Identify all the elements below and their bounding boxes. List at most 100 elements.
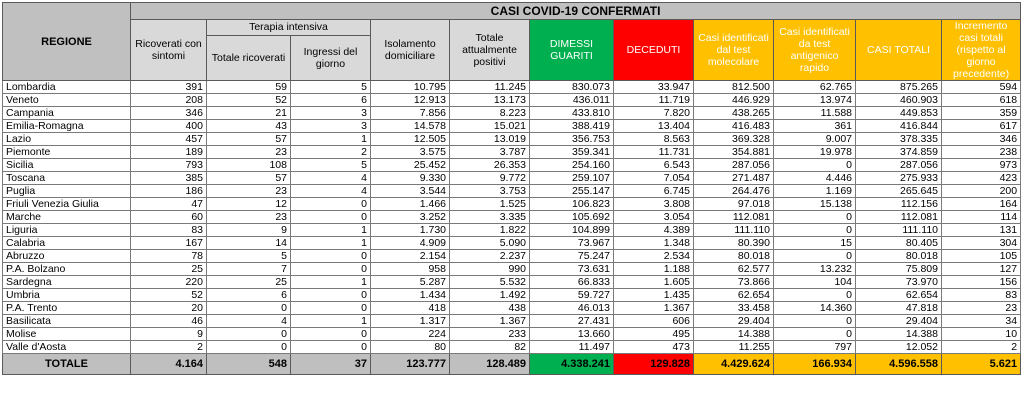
cell-isolamento: 3.575 bbox=[370, 145, 450, 159]
cell-molecolare: 354.881 bbox=[693, 145, 774, 159]
cell-dimessi: 359.341 bbox=[529, 145, 614, 159]
cell-ti-totale: 57 bbox=[206, 171, 291, 185]
cell-isolamento: 1.730 bbox=[370, 223, 450, 237]
cell-ricoverati: 385 bbox=[130, 171, 207, 185]
cell-molecolare: 11.255 bbox=[693, 340, 774, 354]
header-isolamento: Isolamento domiciliare bbox=[370, 19, 450, 81]
cell-deceduti: 6.543 bbox=[613, 158, 694, 172]
cell-dimessi: 66.833 bbox=[529, 275, 614, 289]
cell-isolamento: 4.909 bbox=[370, 236, 450, 250]
cell-ti-ingressi: 0 bbox=[290, 210, 371, 224]
cell-incremento: 156 bbox=[940, 275, 1022, 289]
cell-region-name: Marche bbox=[2, 210, 131, 224]
table-row: Piemonte 189 23 2 3.575 3.787 359.341 11.731 354… bbox=[2, 145, 1022, 159]
cell-region-name: Abruzzo bbox=[2, 249, 131, 263]
cell-ti-ingressi: 3 bbox=[290, 119, 371, 133]
cell-incremento: 617 bbox=[940, 119, 1022, 133]
cell-region-name: Molise bbox=[2, 327, 131, 341]
cell-incremento: 164 bbox=[940, 197, 1022, 211]
cell-positivi: 13.019 bbox=[449, 132, 530, 146]
cell-incremento: 131 bbox=[940, 223, 1022, 237]
cell-incremento: 594 bbox=[940, 80, 1022, 94]
cell-ti-ingressi: 0 bbox=[290, 301, 371, 315]
cell-ti-totale: 4 bbox=[206, 314, 291, 328]
table-row: P.A. Bolzano 25 7 0 958 990 73.631 1.188 62.577 1… bbox=[2, 262, 1022, 276]
header-terapia-intensiva: Terapia intensiva bbox=[206, 19, 371, 36]
cell-positivi: 3.335 bbox=[449, 210, 530, 224]
cell-ricoverati: 20 bbox=[130, 301, 207, 315]
cell-deceduti: 33.947 bbox=[613, 80, 694, 94]
cell-molecolare: 369.328 bbox=[693, 132, 774, 146]
cell-ricoverati: 793 bbox=[130, 158, 207, 172]
cell-ricoverati: 52 bbox=[130, 288, 207, 302]
cell-isolamento: 12.505 bbox=[370, 132, 450, 146]
cell-dimessi: 104.899 bbox=[529, 223, 614, 237]
cell-molecolare: 287.056 bbox=[693, 158, 774, 172]
cell-ti-ingressi: 4 bbox=[290, 184, 371, 198]
cell-region-name: Sardegna bbox=[2, 275, 131, 289]
cell-deceduti: 7.054 bbox=[613, 171, 694, 185]
cell-ricoverati: 208 bbox=[130, 93, 207, 107]
cell-casi-totali: 112.081 bbox=[855, 210, 942, 224]
cell-antigenico: 9.007 bbox=[773, 132, 856, 146]
cell-region-name: Sicilia bbox=[2, 158, 131, 172]
cell-incremento: 114 bbox=[940, 210, 1022, 224]
cell-antigenico: 104 bbox=[773, 275, 856, 289]
cell-deceduti: 1.367 bbox=[613, 301, 694, 315]
cell-incremento: 2 bbox=[940, 340, 1022, 354]
cell-antigenico: 19.978 bbox=[773, 145, 856, 159]
cell-casi-totali: 80.018 bbox=[855, 249, 942, 263]
cell-molecolare: 438.265 bbox=[693, 106, 774, 120]
total-positivi: 128.489 bbox=[449, 353, 530, 375]
cell-positivi: 990 bbox=[449, 262, 530, 276]
cell-ti-totale: 57 bbox=[206, 132, 291, 146]
cell-incremento: 10 bbox=[940, 327, 1022, 341]
cell-incremento: 238 bbox=[940, 145, 1022, 159]
cell-deceduti: 473 bbox=[613, 340, 694, 354]
cell-positivi: 13.173 bbox=[449, 93, 530, 107]
table-row: Valle d'Aosta 2 0 0 80 82 11.497 473 11.255 797 12… bbox=[2, 340, 1022, 354]
cell-positivi: 1.367 bbox=[449, 314, 530, 328]
cell-ti-ingressi: 0 bbox=[290, 249, 371, 263]
cell-casi-totali: 29.404 bbox=[855, 314, 942, 328]
table-row: Toscana 385 57 4 9.330 9.772 259.107 7.054 271.4… bbox=[2, 171, 1022, 185]
cell-dimessi: 73.631 bbox=[529, 262, 614, 276]
cell-antigenico: 0 bbox=[773, 288, 856, 302]
cell-ti-ingressi: 5 bbox=[290, 80, 371, 94]
cell-ti-ingressi: 0 bbox=[290, 340, 371, 354]
cell-ti-ingressi: 1 bbox=[290, 132, 371, 146]
table-row: Sardegna 220 25 1 5.287 5.532 66.833 1.605 73.86… bbox=[2, 275, 1022, 289]
cell-casi-totali: 287.056 bbox=[855, 158, 942, 172]
cell-positivi: 15.021 bbox=[449, 119, 530, 133]
cell-deceduti: 3.054 bbox=[613, 210, 694, 224]
cell-antigenico: 0 bbox=[773, 249, 856, 263]
cell-antigenico: 797 bbox=[773, 340, 856, 354]
table-title: CASI COVID-19 CONFERMATI bbox=[129, 2, 1022, 20]
cell-molecolare: 264.476 bbox=[693, 184, 774, 198]
cell-dimessi: 105.692 bbox=[529, 210, 614, 224]
cell-region-name: Basilicata bbox=[2, 314, 131, 328]
cell-region-name: Valle d'Aosta bbox=[2, 340, 131, 354]
cell-isolamento: 3.252 bbox=[370, 210, 450, 224]
total-deceduti: 129.828 bbox=[613, 353, 694, 375]
table-row: Emilia-Romagna 400 43 3 14.578 15.021 388.419 1… bbox=[2, 119, 1022, 133]
totals-row: TOTALE 4.164 548 37 123.777 128.489 4.33… bbox=[2, 353, 1022, 375]
cell-region-name: P.A. Trento bbox=[2, 301, 131, 315]
table-row: Lombardia 391 59 5 10.795 11.245 830.073 33.947… bbox=[2, 80, 1022, 94]
cell-region-name: Puglia bbox=[2, 184, 131, 198]
cell-antigenico: 62.765 bbox=[773, 80, 856, 94]
cell-dimessi: 13.660 bbox=[529, 327, 614, 341]
cell-isolamento: 9.330 bbox=[370, 171, 450, 185]
cell-ricoverati: 46 bbox=[130, 314, 207, 328]
cell-dimessi: 27.431 bbox=[529, 314, 614, 328]
cell-ti-totale: 52 bbox=[206, 93, 291, 107]
cell-ricoverati: 9 bbox=[130, 327, 207, 341]
cell-positivi: 5.090 bbox=[449, 236, 530, 250]
cell-deceduti: 1.348 bbox=[613, 236, 694, 250]
cell-deceduti: 495 bbox=[613, 327, 694, 341]
cell-ti-ingressi: 6 bbox=[290, 93, 371, 107]
cell-ricoverati: 25 bbox=[130, 262, 207, 276]
cell-ricoverati: 457 bbox=[130, 132, 207, 146]
table-row: Molise 9 0 0 224 233 13.660 495 14.388 0 14.388 10 bbox=[2, 327, 1022, 341]
cell-region-name: Emilia-Romagna bbox=[2, 119, 131, 133]
